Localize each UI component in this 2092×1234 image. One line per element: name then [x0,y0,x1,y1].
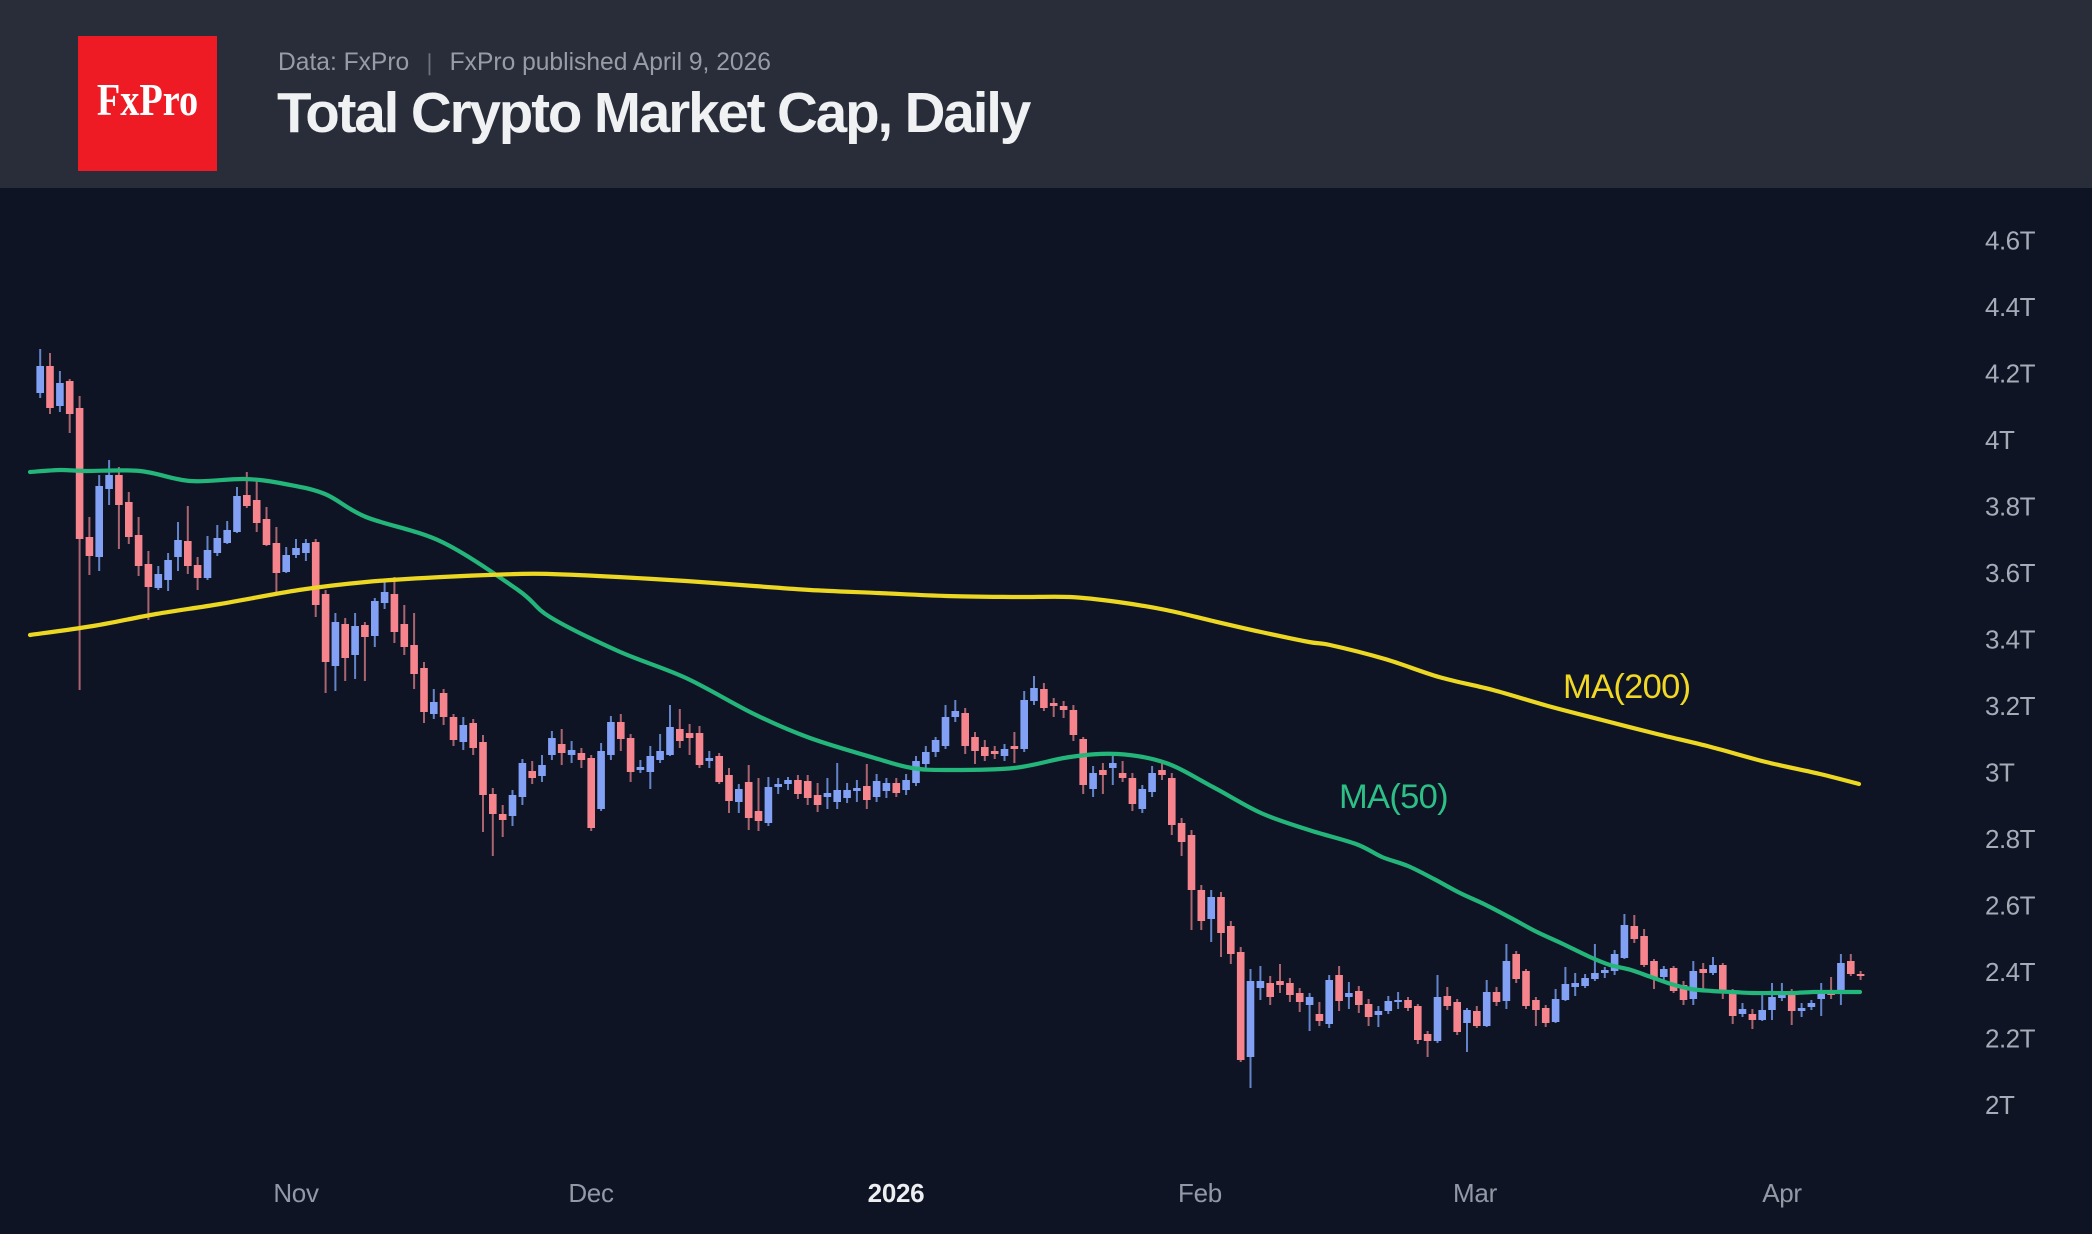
svg-text:2.2T: 2.2T [1985,1023,2036,1053]
svg-text:Mar: Mar [1453,1178,1498,1208]
svg-text:4T: 4T [1985,425,2015,455]
svg-text:Nov: Nov [273,1178,319,1208]
svg-text:2T: 2T [1985,1090,2015,1120]
svg-text:Apr: Apr [1762,1178,1802,1208]
svg-text:2.6T: 2.6T [1985,890,2036,920]
svg-text:3.4T: 3.4T [1985,624,2036,654]
svg-text:MA(200): MA(200) [1563,668,1690,706]
svg-text:3.2T: 3.2T [1985,691,2036,721]
svg-text:3.6T: 3.6T [1985,558,2036,588]
svg-text:2026: 2026 [868,1178,925,1208]
svg-text:4.4T: 4.4T [1985,292,2036,322]
svg-text:Feb: Feb [1178,1178,1222,1208]
svg-text:2.4T: 2.4T [1985,957,2036,987]
svg-text:MA(50): MA(50) [1339,778,1448,816]
svg-text:4.6T: 4.6T [1985,225,2036,255]
svg-text:3.8T: 3.8T [1985,491,2036,521]
svg-text:2.8T: 2.8T [1985,824,2036,854]
svg-text:3T: 3T [1985,757,2015,787]
svg-text:Dec: Dec [568,1178,614,1208]
svg-text:4.2T: 4.2T [1985,358,2036,388]
